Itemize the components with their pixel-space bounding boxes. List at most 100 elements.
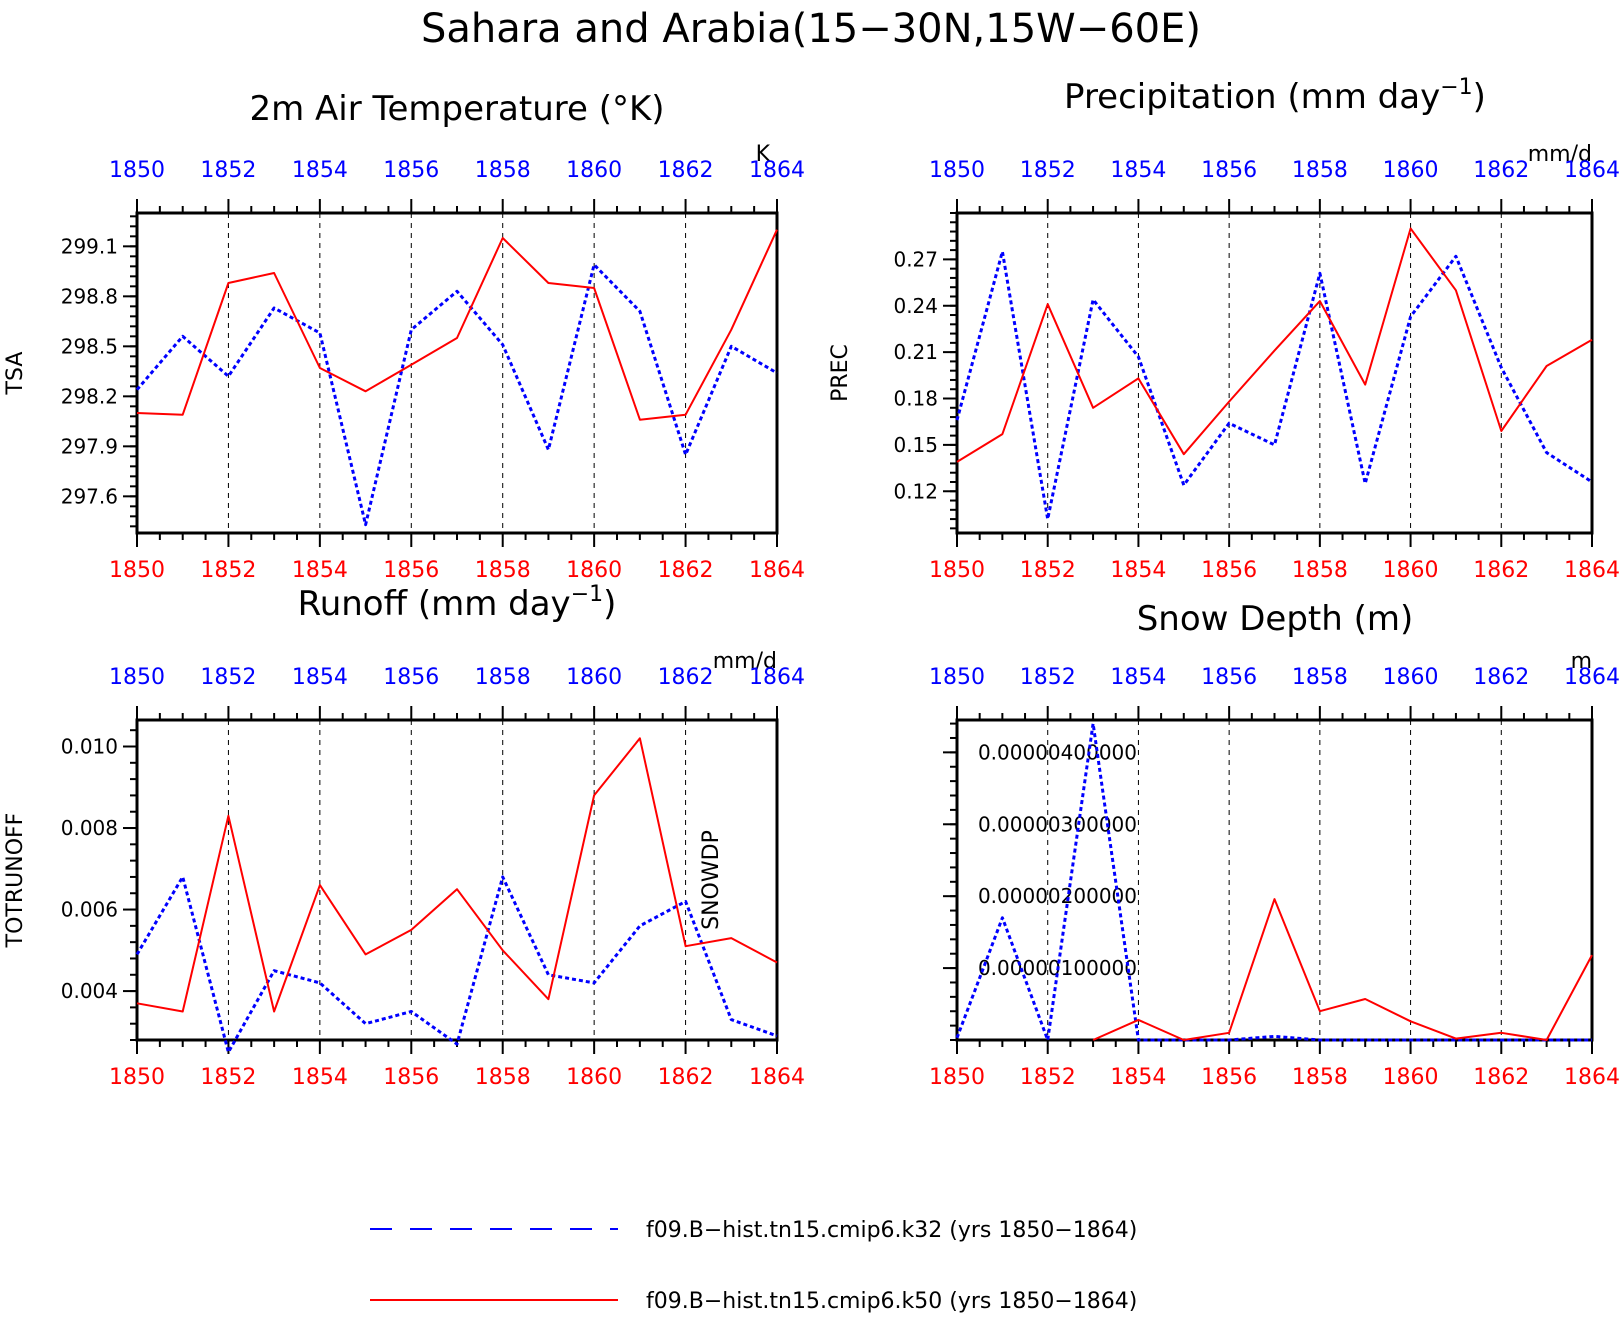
x-tick-label-top: 1862	[658, 158, 714, 183]
x-tick-label-bottom: 1862	[658, 1065, 714, 1090]
x-tick-label-bottom: 1856	[1201, 558, 1257, 583]
y-tick-label: 299.1	[61, 234, 118, 258]
x-tick-label-bottom: 1850	[109, 558, 165, 583]
y-tick-label: 0.00000300000	[978, 812, 1137, 836]
x-tick-label-top: 1860	[566, 158, 622, 183]
y-tick-label: 298.5	[61, 334, 118, 358]
x-tick-label-bottom: 1860	[566, 558, 622, 583]
x-tick-label-top: 1862	[1473, 665, 1529, 690]
y-tick-label: 0.008	[61, 816, 118, 840]
x-tick-label-top: 1858	[475, 158, 531, 183]
x-tick-label-bottom: 1862	[658, 558, 714, 583]
y-tick-label: 0.006	[61, 898, 118, 922]
x-tick-label-top: 1856	[1201, 158, 1257, 183]
x-tick-label-top: 1850	[109, 158, 165, 183]
y-axis-label: PREC	[828, 344, 853, 402]
panel-title-text: Snow Depth (m)	[1137, 599, 1414, 639]
x-tick-label-bottom: 1854	[292, 1065, 348, 1090]
x-tick-label-top: 1864	[1564, 158, 1620, 183]
x-tick-label-top: 1850	[109, 665, 165, 690]
y-axis-label: SNOWDP	[699, 830, 724, 930]
x-tick-label-bottom: 1854	[292, 558, 348, 583]
series-k32-line	[955, 722, 1592, 1042]
x-tick-label-bottom: 1856	[383, 558, 439, 583]
y-tick-label: 0.18	[893, 387, 938, 411]
x-tick-label-top: 1858	[1292, 665, 1348, 690]
series-k50-line	[1092, 898, 1593, 1041]
y-tick-label: 0.15	[893, 433, 938, 457]
series-k32-line	[135, 875, 778, 1054]
x-tick-label-top: 1862	[658, 665, 714, 690]
x-tick-label-bottom: 1850	[929, 558, 985, 583]
x-tick-label-top: 1854	[1110, 158, 1166, 183]
x-tick-label-top: 1850	[929, 158, 985, 183]
y-axis-label: TOTRUNOFF	[3, 813, 28, 949]
x-tick-label-bottom: 1856	[1201, 1065, 1257, 1090]
y-tick-label: 0.27	[893, 247, 938, 271]
x-tick-label-bottom: 1854	[1110, 1065, 1166, 1090]
legend-label-k50: f09.B−hist.tn15.cmip6.k50 (yrs 1850−1864…	[646, 1289, 1137, 1314]
y-tick-label: 298.2	[61, 384, 118, 408]
y-tick-label: 0.24	[893, 294, 938, 318]
figure-title: Sahara and Arabia(15−30N,15W−60E)	[421, 6, 1201, 52]
x-tick-label-bottom: 1860	[1383, 558, 1439, 583]
y-tick-label: 0.010	[61, 734, 118, 758]
x-tick-label-bottom: 1864	[1564, 1065, 1620, 1090]
x-tick-label-top: 1854	[292, 665, 348, 690]
x-tick-label-top: 1852	[200, 665, 256, 690]
y-tick-label: 0.00000400000	[978, 740, 1137, 764]
x-tick-label-top: 1864	[749, 665, 805, 690]
x-tick-label-top: 1858	[1292, 158, 1348, 183]
y-tick-label: 297.6	[61, 484, 118, 508]
x-tick-label-bottom: 1864	[1564, 558, 1620, 583]
x-tick-label-bottom: 1850	[929, 1065, 985, 1090]
x-tick-label-bottom: 1858	[475, 558, 531, 583]
x-tick-label-bottom: 1856	[383, 1065, 439, 1090]
panel-title-text: Precipitation (mm day	[1064, 77, 1440, 117]
panel-title-text: 2m Air Temperature (°K)	[249, 89, 664, 129]
panel-runoff: Runoff (mm day−1) mm/d TOTRUNOFF 1850 1850 18…	[3, 582, 805, 1090]
panel-title-text: Runoff (mm day	[298, 584, 571, 624]
series-k50-line	[136, 229, 778, 421]
x-tick-label-top: 1862	[1473, 158, 1529, 183]
y-axis-label: TSA	[3, 352, 28, 396]
x-tick-label-top: 1864	[1564, 665, 1620, 690]
panel-title-superscript: −1	[1440, 75, 1472, 100]
plot-frame	[955, 211, 1594, 535]
panel-title: 2m Air Temperature (°K)	[249, 89, 664, 129]
series-k32-line	[135, 263, 778, 527]
x-tick-label-top: 1852	[200, 158, 256, 183]
y-tick-label: 0.12	[893, 479, 938, 503]
panel-tsa: 2m Air Temperature (°K) K TSA 1850 1850 1852 1…	[3, 89, 805, 583]
x-tick-label-bottom: 1852	[1020, 1065, 1076, 1090]
x-tick-label-top: 1852	[1020, 158, 1076, 183]
x-tick-label-bottom: 1858	[1292, 558, 1348, 583]
legend-label-k32: f09.B−hist.tn15.cmip6.k32 (yrs 1850−1864…	[646, 1218, 1137, 1243]
legend: f09.B−hist.tn15.cmip6.k32 (yrs 1850−1864…	[370, 1218, 1137, 1314]
x-tick-label-bottom: 1852	[1020, 558, 1076, 583]
x-tick-label-bottom: 1864	[749, 1065, 805, 1090]
unit-label: mm/d	[713, 649, 777, 674]
plot-frame	[135, 211, 779, 535]
series-k50-line	[136, 737, 778, 1013]
y-tick-label: 297.9	[61, 434, 118, 458]
plot-frame	[955, 718, 1594, 1042]
panel-title-suffix: )	[1473, 77, 1486, 117]
panel-prec: Precipitation (mm day−1) mm/d PREC 1850 1850…	[828, 75, 1620, 583]
x-tick-label-top: 1852	[1020, 665, 1076, 690]
x-tick-label-top: 1860	[1383, 158, 1439, 183]
panels: 2m Air Temperature (°K) K TSA 1850 1850 1852 1…	[3, 75, 1620, 1090]
x-tick-label-bottom: 1854	[1110, 558, 1166, 583]
panel-snowdp: Snow Depth (m) m SNOWDP 1850 1850 1852 1852 185…	[699, 599, 1620, 1090]
x-tick-label-bottom: 1852	[200, 558, 256, 583]
x-tick-label-top: 1858	[475, 665, 531, 690]
plot-frame	[135, 718, 779, 1042]
x-tick-label-bottom: 1864	[749, 558, 805, 583]
x-tick-label-bottom: 1850	[109, 1065, 165, 1090]
x-tick-label-bottom: 1858	[1292, 1065, 1348, 1090]
x-tick-label-top: 1854	[1110, 665, 1166, 690]
x-tick-label-bottom: 1860	[566, 1065, 622, 1090]
x-tick-label-top: 1856	[383, 665, 439, 690]
x-tick-label-top: 1864	[749, 158, 805, 183]
